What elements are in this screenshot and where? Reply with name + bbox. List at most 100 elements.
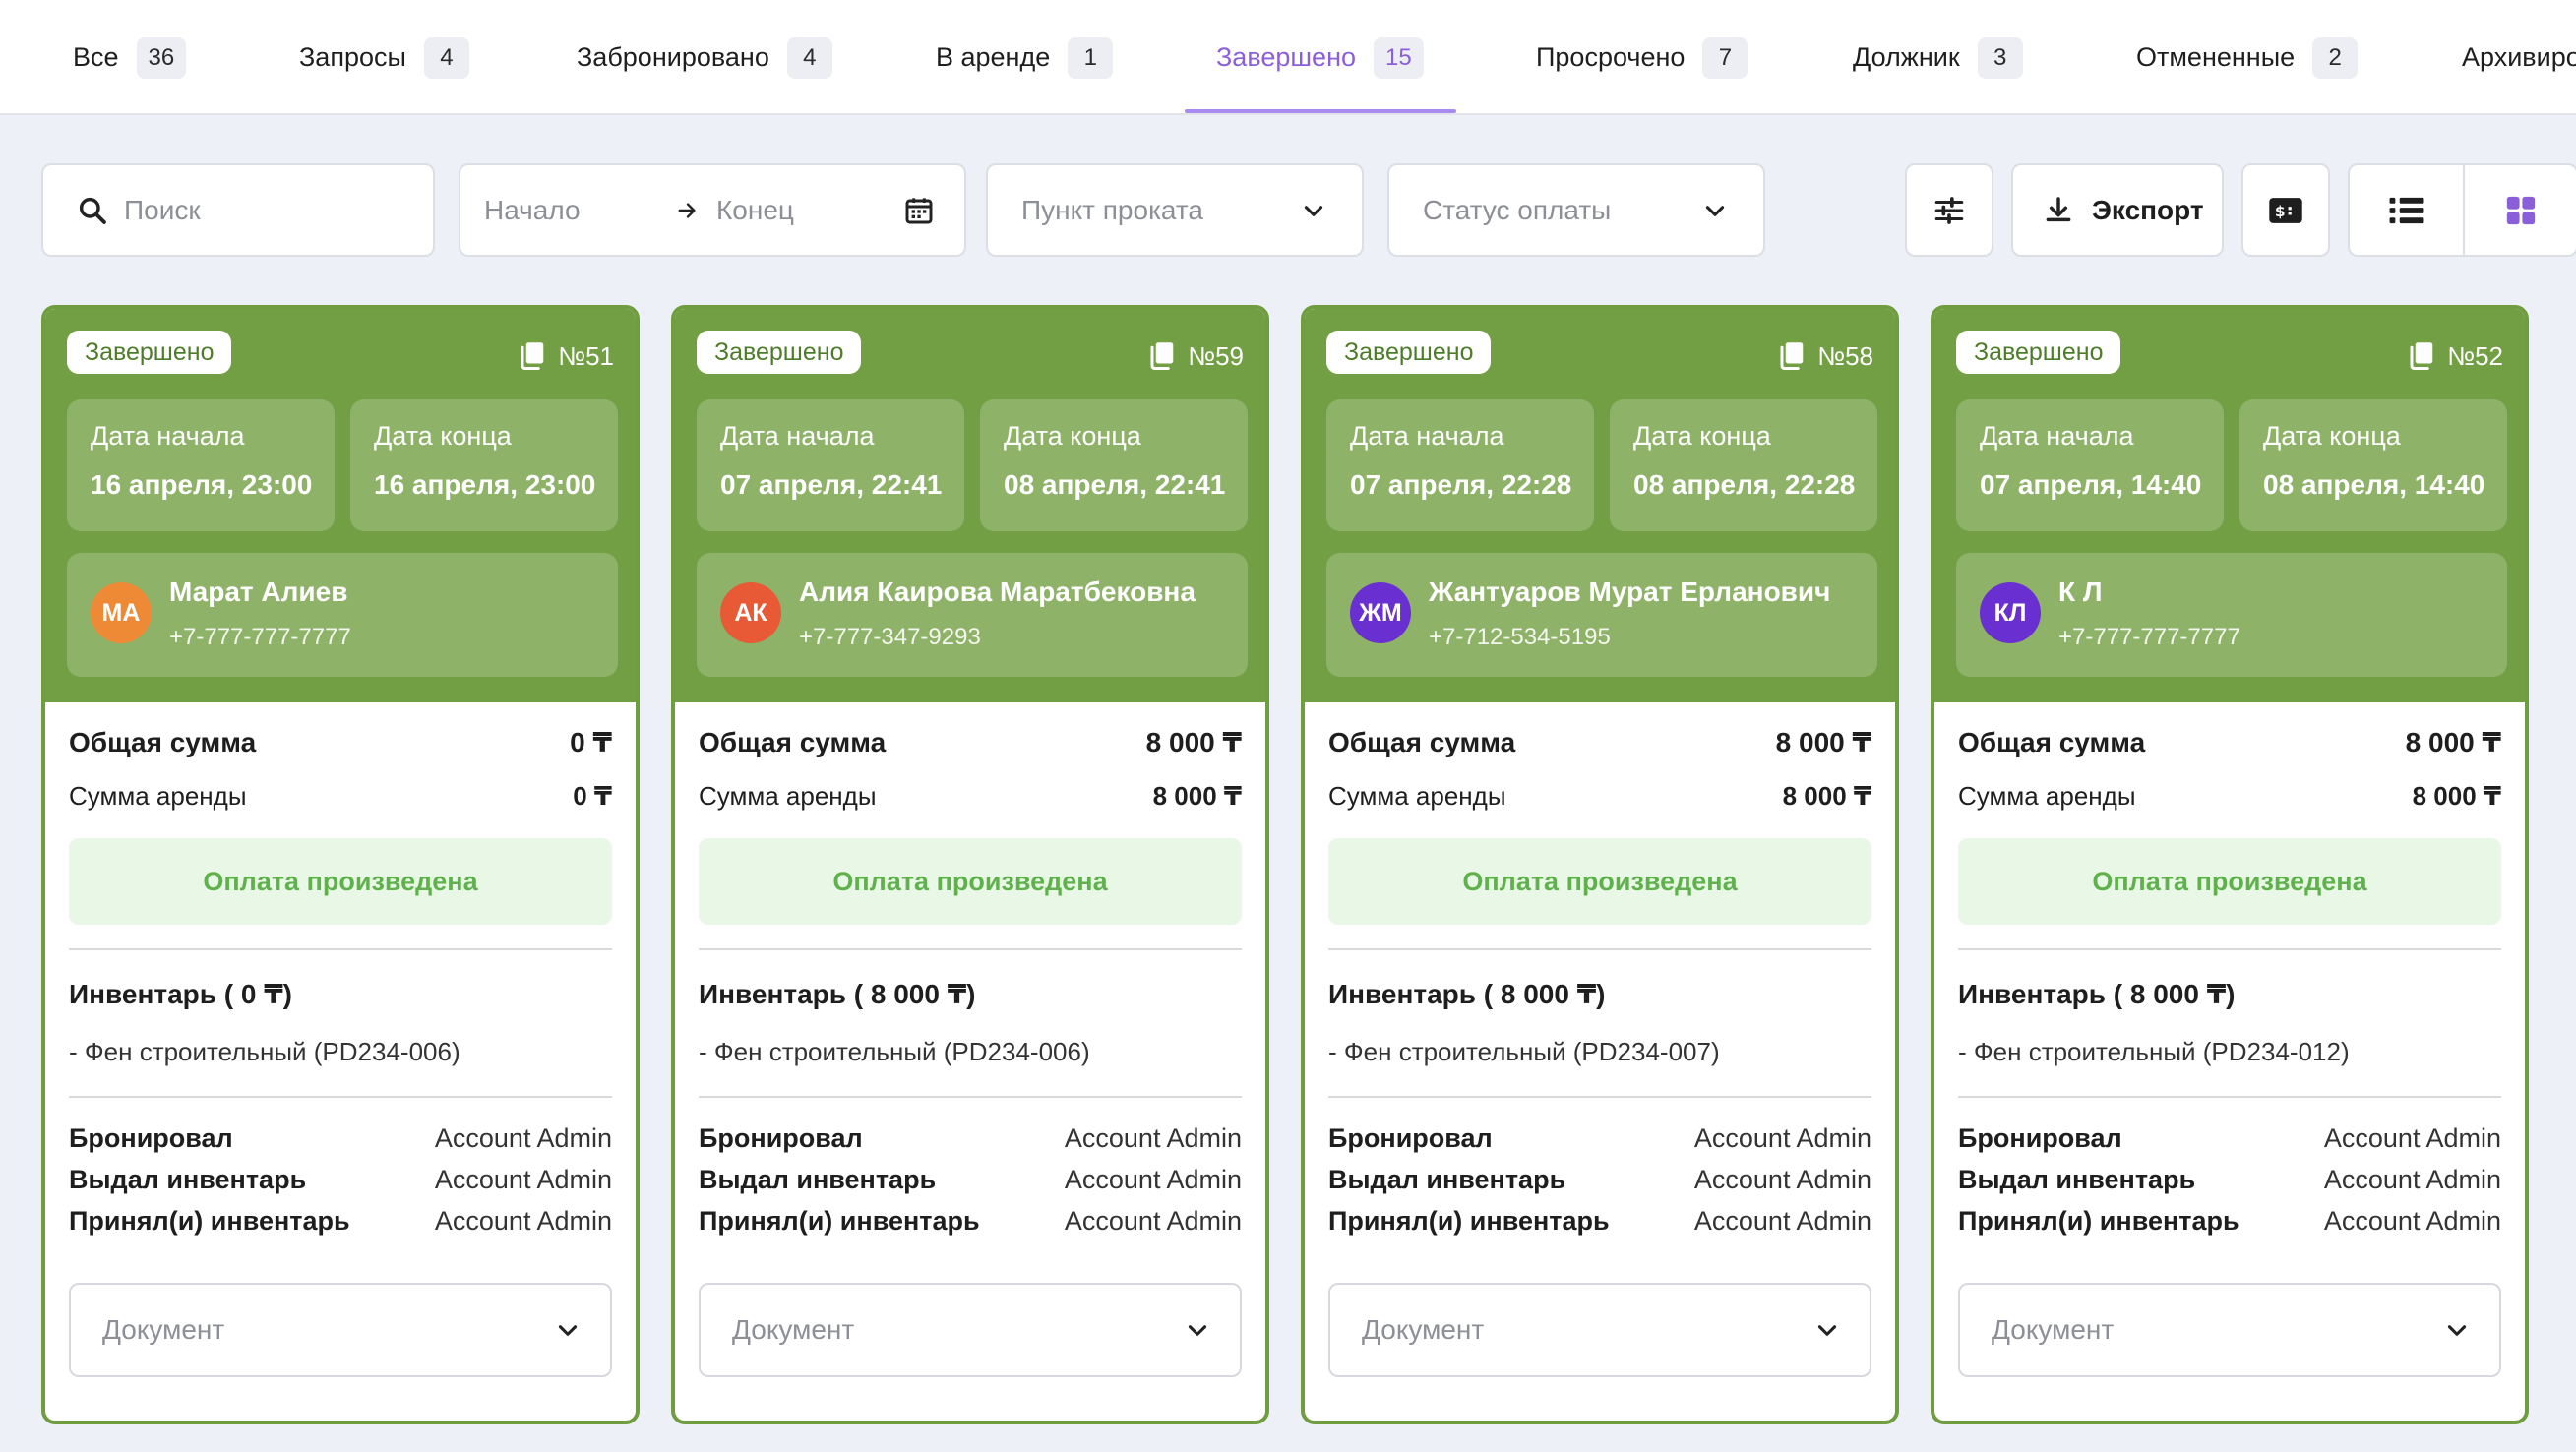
start-date-box: Дата начала 07 апреля, 22:28 (1326, 399, 1594, 531)
end-date-label: Дата конца (1633, 421, 1877, 452)
end-date-label: Дата конца (1004, 421, 1248, 452)
tab-label: Просрочено (1536, 42, 1685, 73)
total-label: Общая сумма (69, 727, 256, 758)
rental-card[interactable]: Завершено №51 Дата начала 16 апреля, 23:… (41, 305, 640, 1424)
rental-card[interactable]: Завершено №59 Дата начала 07 апреля, 22:… (671, 305, 1269, 1424)
tab-booked[interactable]: Забронировано 4 (577, 0, 832, 115)
issued-by-label: Выдал инвентарь (69, 1165, 306, 1195)
copy-icon (1778, 341, 1806, 371)
divider (699, 1096, 1242, 1098)
customer-phone: +7-777-777-7777 (169, 624, 351, 651)
rent-label: Сумма аренды (1958, 781, 2136, 812)
active-tab-indicator (1185, 109, 1456, 113)
copy-icon (1148, 341, 1176, 371)
rent-value: 0 ₸ (573, 781, 612, 812)
booked-by-row: Бронировал Account Admin (1328, 1123, 1871, 1154)
end-date-box: Дата конца 08 апреля, 22:41 (980, 399, 1248, 531)
booked-by-label: Бронировал (699, 1123, 863, 1154)
payment-status-badge: Оплата произведена (1958, 838, 2501, 925)
tab-count: 1 (1068, 37, 1113, 79)
customer-box[interactable]: КЛ К Л +7-777-777-7777 (1956, 553, 2507, 677)
document-select[interactable]: Документ (1958, 1283, 2501, 1377)
rental-card[interactable]: Завершено №52 Дата начала 07 апреля, 14:… (1931, 305, 2529, 1424)
start-date-label: Дата начала (720, 421, 964, 452)
document-select[interactable]: Документ (699, 1283, 1242, 1377)
booked-by-value: Account Admin (1065, 1123, 1242, 1154)
order-number-text: №58 (1817, 341, 1873, 372)
tab-archived[interactable]: Архивиро (2462, 0, 2576, 115)
total-value: 0 ₸ (570, 726, 612, 758)
tab-requests[interactable]: Запросы 4 (299, 0, 469, 115)
order-number[interactable]: №58 (1778, 336, 1873, 376)
tab-completed[interactable]: Завершено 15 (1216, 0, 1424, 115)
tab-label: Завершено (1216, 42, 1356, 73)
rent-label: Сумма аренды (699, 781, 877, 812)
order-number[interactable]: №51 (519, 336, 614, 376)
chevron-down-icon (555, 1317, 581, 1343)
rent-value: 8 000 ₸ (1153, 781, 1242, 812)
customer-name: Алия Каирова Маратбековна (799, 576, 1196, 608)
inventory-item: - Фен строительный (PD234-006) (699, 1037, 1090, 1067)
list-view-button[interactable] (2350, 165, 2463, 255)
tab-count: 3 (1978, 37, 2023, 79)
cash-icon: $ (2268, 196, 2303, 225)
tab-overdue[interactable]: Просрочено 7 (1536, 0, 1748, 115)
customer-phone: +7-777-347-9293 (799, 624, 981, 651)
view-toggle (2348, 163, 2576, 257)
payment-status-select[interactable]: Статус оплаты (1387, 163, 1765, 257)
order-number-text: №59 (1188, 341, 1244, 372)
payment-status-badge: Оплата произведена (699, 838, 1242, 925)
payment-status-placeholder: Статус оплаты (1423, 195, 1611, 226)
inventory-title: Инвентарь ( 8 000 ₸) (1958, 978, 2236, 1010)
tab-label: Забронировано (577, 42, 769, 73)
filter-settings-button[interactable] (1905, 163, 1993, 257)
document-select[interactable]: Документ (69, 1283, 612, 1377)
card-header: Завершено №51 Дата начала 16 апреля, 23:… (45, 309, 636, 702)
export-button[interactable]: Экспорт (2011, 163, 2224, 257)
customer-phone: +7-712-534-5195 (1429, 624, 1611, 651)
status-tabs: Все 36 Запросы 4 Забронировано 4 В аренд… (0, 0, 2576, 115)
grid-view-button[interactable] (2463, 165, 2576, 255)
tab-in-rent[interactable]: В аренде 1 (936, 0, 1113, 115)
order-number-text: №51 (558, 341, 614, 372)
customer-box[interactable]: ЖМ Жантуаров Мурат Ерланович +7-712-534-… (1326, 553, 1877, 677)
card-header: Завершено №58 Дата начала 07 апреля, 22:… (1305, 309, 1895, 702)
document-select[interactable]: Документ (1328, 1283, 1871, 1377)
divider (69, 948, 612, 950)
date-range-picker[interactable]: Начало Конец (459, 163, 966, 257)
issued-by-row: Выдал инвентарь Account Admin (1328, 1165, 1871, 1195)
rental-point-select[interactable]: Пункт проката (986, 163, 1364, 257)
list-icon (2388, 195, 2425, 226)
search-input[interactable]: Поиск (41, 163, 435, 257)
issued-by-row: Выдал инвентарь Account Admin (699, 1165, 1242, 1195)
tab-all[interactable]: Все 36 (73, 0, 186, 115)
calendar-icon[interactable] (903, 195, 935, 226)
chevron-down-icon (1814, 1317, 1840, 1343)
card-header: Завершено №52 Дата начала 07 апреля, 14:… (1934, 309, 2525, 702)
received-by-row: Принял(и) инвентарь Account Admin (1958, 1206, 2501, 1237)
download-icon (2043, 195, 2074, 226)
start-date-value: 07 апреля, 22:28 (1350, 469, 1594, 501)
end-date-label: Дата конца (2263, 421, 2507, 452)
issued-by-row: Выдал инвентарь Account Admin (1958, 1165, 2501, 1195)
order-number[interactable]: №59 (1148, 336, 1244, 376)
rental-card[interactable]: Завершено №58 Дата начала 07 апреля, 22:… (1301, 305, 1899, 1424)
payment-status-badge: Оплата произведена (1328, 838, 1871, 925)
status-badge: Завершено (1956, 331, 2120, 374)
booked-by-value: Account Admin (2324, 1123, 2501, 1154)
cash-button[interactable]: $ (2241, 163, 2330, 257)
customer-box[interactable]: МА Марат Алиев +7-777-777-7777 (67, 553, 618, 677)
tab-cancelled[interactable]: Отмененные 2 (2136, 0, 2358, 115)
status-badge: Завершено (697, 331, 861, 374)
rent-label: Сумма аренды (1328, 781, 1506, 812)
booked-by-label: Бронировал (1328, 1123, 1493, 1154)
total-value: 8 000 ₸ (2406, 726, 2501, 758)
order-number[interactable]: №52 (2408, 336, 2503, 376)
rent-row: Сумма аренды 8 000 ₸ (1328, 781, 1871, 812)
arrow-right-icon (677, 200, 716, 221)
total-label: Общая сумма (1328, 727, 1515, 758)
customer-box[interactable]: АК Алия Каирова Маратбековна +7-777-347-… (697, 553, 1248, 677)
inventory-title: Инвентарь ( 8 000 ₸) (699, 978, 976, 1010)
tab-debtor[interactable]: Должник 3 (1853, 0, 2023, 115)
rent-row: Сумма аренды 8 000 ₸ (699, 781, 1242, 812)
